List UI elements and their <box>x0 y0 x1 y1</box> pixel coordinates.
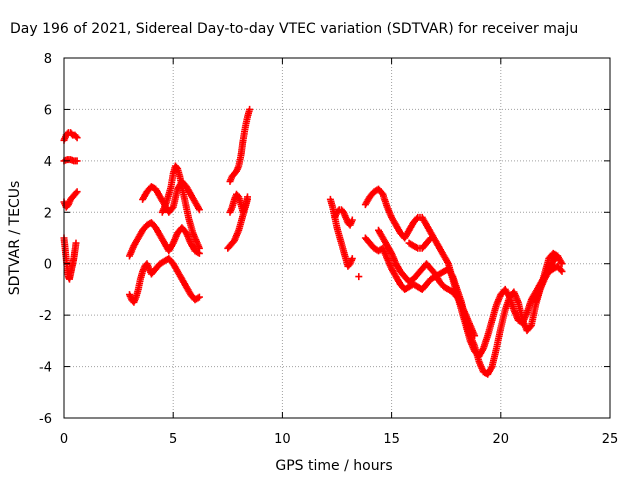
series-segment-4b <box>331 206 356 229</box>
y-tick-label: -6 <box>39 412 52 427</box>
series-segment-5e <box>532 249 566 306</box>
series-segment-1d <box>60 234 80 283</box>
data-point <box>487 364 495 372</box>
series-segment-2a <box>126 255 203 306</box>
y-tick-label: -2 <box>39 309 52 324</box>
chart-title: Day 196 of 2021, Sidereal Day-to-day VTE… <box>10 21 578 37</box>
y-tick-label: 8 <box>44 52 52 67</box>
x-tick-label: 20 <box>493 432 510 447</box>
x-tick-label: 15 <box>383 432 400 447</box>
data-point <box>471 332 479 340</box>
plot-frame <box>63 57 611 419</box>
data-point <box>444 258 451 266</box>
series-segment-3a <box>226 105 254 185</box>
x-tick-label: 25 <box>602 432 619 447</box>
data-point <box>195 244 203 252</box>
x-axis-title: GPS time / hours <box>275 458 392 474</box>
data-point <box>355 273 363 281</box>
x-tick-label: 0 <box>60 432 68 447</box>
data-point <box>195 206 203 214</box>
data-point <box>244 195 251 203</box>
data-point <box>72 189 80 197</box>
y-tick-label: 0 <box>44 258 52 273</box>
data-point <box>72 132 80 140</box>
data-point <box>427 234 435 242</box>
y-tick-label: 6 <box>44 103 52 118</box>
series-segment-3c <box>224 195 251 252</box>
y-tick-label: 2 <box>44 206 52 221</box>
data-point <box>195 204 202 212</box>
data-point <box>558 260 566 268</box>
series-segment-4c <box>355 273 363 281</box>
series-segment-5c <box>375 226 479 340</box>
y-axis-title: SDTVAR / TECUs <box>7 181 23 296</box>
x-tick-label: 10 <box>274 432 291 447</box>
data-point <box>558 267 566 275</box>
data-point <box>73 157 81 165</box>
series-segment-1a <box>60 129 81 144</box>
data-point <box>246 105 254 113</box>
data-point <box>348 255 356 263</box>
data-point <box>557 266 565 274</box>
axis-ticks: 0 5 10 15 20 25 -6 -4 -2 0 2 4 6 8 <box>39 52 618 447</box>
data-point <box>73 188 81 196</box>
data-point <box>413 215 421 223</box>
data-point <box>73 134 81 142</box>
data-point <box>194 294 202 302</box>
y-tick-label: -4 <box>39 361 52 376</box>
data-points <box>60 105 566 378</box>
series-segment-4a <box>326 195 356 270</box>
y-tick-label: 4 <box>44 155 52 170</box>
data-point <box>72 239 80 247</box>
data-point <box>557 258 565 266</box>
series-segment-2d <box>158 162 203 252</box>
data-point <box>348 216 356 224</box>
data-point <box>526 323 534 331</box>
series-segment-2b <box>126 219 203 260</box>
data-point <box>412 243 420 251</box>
data-point <box>68 130 76 138</box>
data-point <box>195 293 203 301</box>
series-segment-5d <box>405 234 435 252</box>
data-point <box>426 235 434 243</box>
x-tick-label: 5 <box>169 432 177 447</box>
